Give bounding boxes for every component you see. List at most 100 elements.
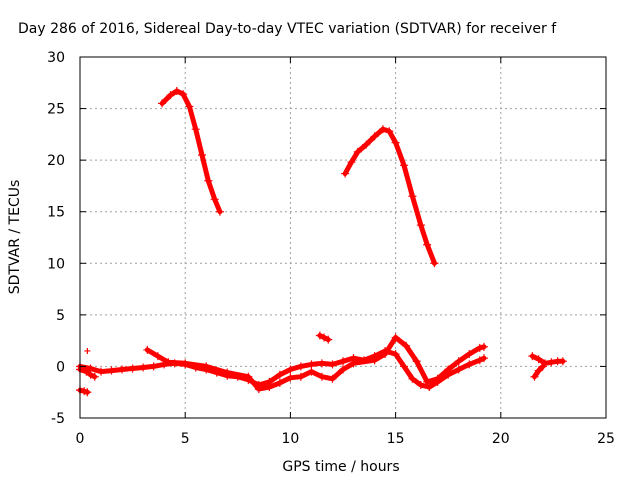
data-point <box>408 192 417 201</box>
y-axis: -5 0 5 10 15 20 25 30 <box>47 50 606 427</box>
data-point <box>454 357 463 366</box>
y-tick-label: 20 <box>47 153 65 169</box>
data-point <box>307 367 316 376</box>
data-point <box>320 333 329 342</box>
data-point <box>534 366 543 375</box>
x-axis: 0 5 10 15 20 25 <box>76 57 615 447</box>
data-point <box>244 372 253 381</box>
data-point <box>317 372 326 381</box>
data-point <box>339 365 347 374</box>
data-point <box>558 357 567 366</box>
data-point <box>349 359 358 368</box>
data-point <box>296 362 305 371</box>
data-point <box>416 221 425 230</box>
series-band <box>159 88 223 215</box>
plot-frame <box>79 56 607 419</box>
data-point <box>90 372 99 381</box>
chart-title: Day 286 of 2016, Sidereal Day-to-day VTE… <box>18 21 557 37</box>
y-tick-label: 25 <box>47 102 65 118</box>
y-tick-label: 10 <box>47 256 65 272</box>
data-point <box>181 359 190 368</box>
x-axis-label: GPS time / hours <box>282 459 399 475</box>
data-point <box>149 362 158 371</box>
data-point <box>530 372 539 381</box>
data-point <box>179 90 188 99</box>
data-point <box>215 207 224 216</box>
data-point <box>465 350 474 359</box>
data-point <box>391 350 400 359</box>
data-point <box>158 99 167 108</box>
data-point <box>328 360 337 369</box>
x-tick-label: 25 <box>597 431 615 447</box>
data-point <box>275 370 284 379</box>
data-point <box>83 388 92 397</box>
series-baseline-alt <box>143 333 488 394</box>
data-point <box>425 383 434 392</box>
data-point <box>328 374 337 383</box>
data-point <box>385 127 394 136</box>
data-point <box>433 374 442 383</box>
series-arc-1 <box>158 87 224 216</box>
y-tick-label: -5 <box>51 411 65 427</box>
data-point <box>391 333 400 342</box>
data-point <box>198 150 207 159</box>
data-point <box>82 367 91 376</box>
data-point <box>408 374 417 383</box>
x-tick-label: 0 <box>76 431 85 447</box>
data-point <box>444 365 453 374</box>
data-point <box>378 125 387 134</box>
data-point <box>538 362 547 371</box>
data-point <box>423 377 432 386</box>
data-point <box>143 345 152 354</box>
data-point <box>391 138 400 147</box>
x-tick-label: 5 <box>181 431 190 447</box>
data-point <box>223 368 232 377</box>
data-point <box>172 87 181 96</box>
data-point <box>315 331 324 340</box>
y-axis-label: SDTVAR / TECUs <box>7 180 23 295</box>
data-point <box>370 356 379 365</box>
data-point <box>139 363 148 372</box>
data-point <box>128 364 137 373</box>
x-tick-label: 20 <box>492 431 510 447</box>
data-point <box>107 366 116 375</box>
data-point <box>202 362 211 371</box>
y-tick-label: 15 <box>47 205 65 221</box>
data-point <box>479 354 488 363</box>
data-point <box>423 240 432 249</box>
y-tick-label: 30 <box>47 50 65 66</box>
series-band <box>77 367 98 380</box>
data-point <box>400 362 409 371</box>
grid <box>80 57 606 418</box>
data-point <box>118 365 127 374</box>
data-point <box>86 370 95 379</box>
data-point <box>416 380 425 389</box>
data-point <box>185 102 194 111</box>
data-point <box>528 352 537 361</box>
data-point <box>97 367 106 376</box>
data-point <box>400 161 409 170</box>
series-arc-2 <box>341 125 439 268</box>
data-point <box>153 352 162 361</box>
data-layer <box>76 87 567 397</box>
data-point <box>166 91 175 100</box>
data-point <box>465 360 474 369</box>
data-point <box>370 132 379 141</box>
data-point <box>547 358 556 367</box>
data-point <box>275 378 284 387</box>
data-point <box>347 158 356 167</box>
data-point <box>265 383 274 392</box>
data-point <box>324 335 333 344</box>
data-point <box>210 195 219 204</box>
data-point <box>317 359 326 368</box>
data-point <box>353 147 362 156</box>
data-point <box>339 357 347 366</box>
data-point <box>84 347 91 354</box>
series-blip-11-6 <box>315 331 333 344</box>
x-tick-label: 10 <box>281 431 299 447</box>
data-point <box>381 350 390 359</box>
series-segment-start-low <box>76 386 92 397</box>
data-point <box>204 176 213 185</box>
data-point <box>479 342 488 351</box>
